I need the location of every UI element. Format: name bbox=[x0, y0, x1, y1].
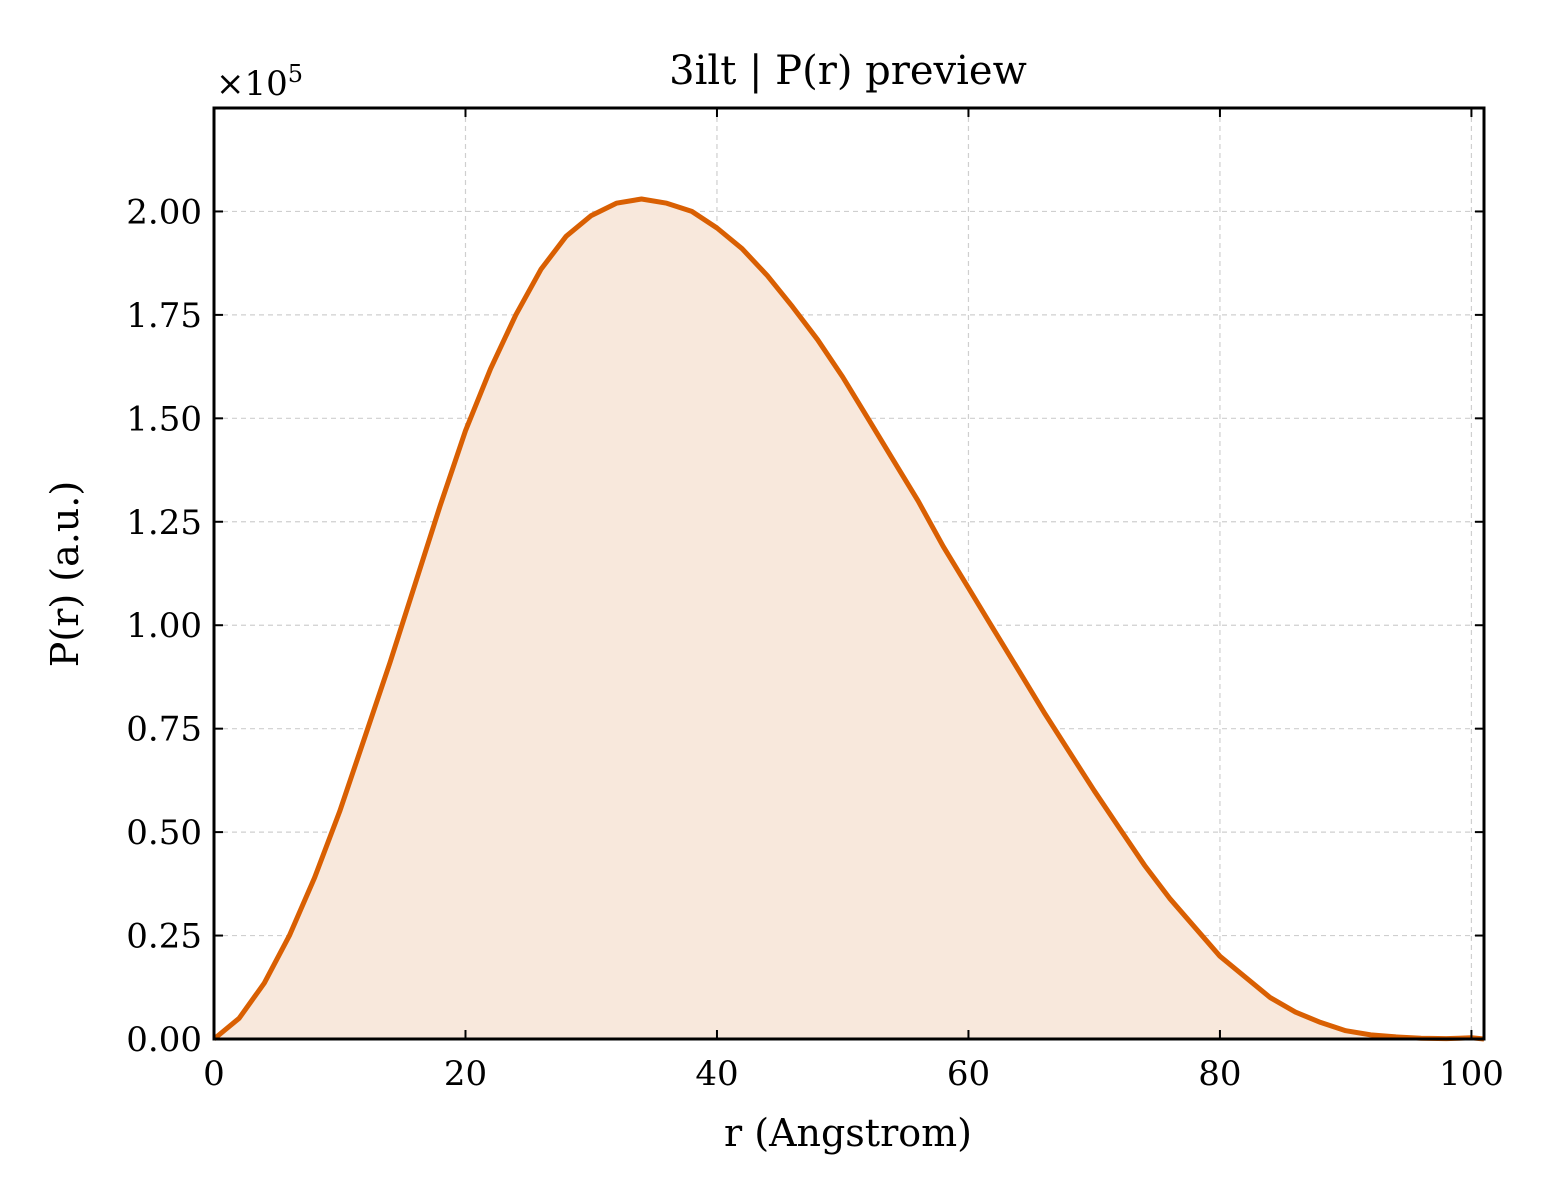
area-fill bbox=[214, 199, 1484, 1039]
y-tick-label: 0.25 bbox=[126, 917, 202, 957]
y-axis-offset-exponent: 5 bbox=[288, 60, 303, 88]
x-tick-label: 20 bbox=[444, 1054, 487, 1094]
chart-title: 3ilt | P(r) preview bbox=[669, 48, 1027, 94]
y-axis-offset-prefix: ×10 bbox=[216, 64, 288, 104]
y-axis-label: P(r) (a.u.) bbox=[43, 481, 87, 667]
y-axis-offset: ×105 bbox=[216, 60, 303, 104]
y-tick-label: 0.75 bbox=[126, 710, 202, 750]
x-axis-label: r (Angstrom) bbox=[724, 1111, 972, 1155]
x-tick-label: 0 bbox=[203, 1054, 225, 1094]
y-tick-label: 0.00 bbox=[126, 1020, 202, 1060]
y-tick-label: 1.75 bbox=[126, 296, 202, 336]
x-tick-label: 80 bbox=[1198, 1054, 1241, 1094]
plot-frame bbox=[212, 106, 1486, 1041]
x-tick-label: 100 bbox=[1439, 1054, 1504, 1094]
y-tick-label: 0.50 bbox=[126, 813, 202, 853]
x-tick-label: 40 bbox=[695, 1054, 738, 1094]
series-line bbox=[212, 196, 1485, 1042]
y-tick-label: 1.25 bbox=[126, 503, 202, 543]
y-tick-label: 2.00 bbox=[126, 192, 202, 232]
y-tick-label: 1.00 bbox=[126, 606, 202, 646]
x-tick-label: 60 bbox=[947, 1054, 990, 1094]
y-tick-label: 1.50 bbox=[126, 399, 202, 439]
